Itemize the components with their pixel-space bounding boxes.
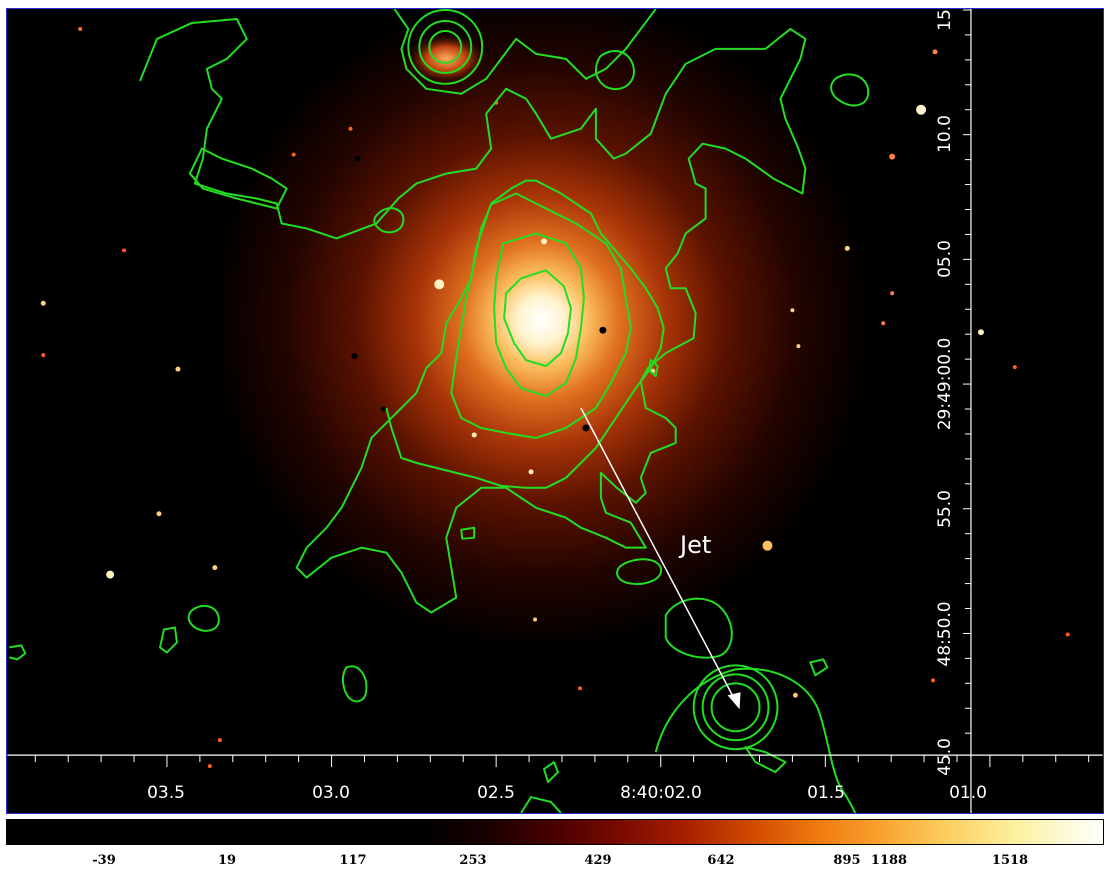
jet-label: Jet — [680, 531, 712, 559]
ra-label-5: 01.5 — [807, 783, 845, 803]
radio-contours — [9, 9, 870, 813]
coordinate-grid — [7, 9, 1103, 813]
sky-image — [7, 9, 1103, 813]
dec-label-3: 05.0 — [935, 240, 955, 278]
ra-label-3: 02.5 — [477, 783, 515, 803]
colorbar-tick-8: 1188 — [870, 853, 908, 868]
colorbar-tick-5: 429 — [584, 853, 612, 868]
colorbar — [6, 819, 1104, 845]
colorbar-tick-3: 117 — [339, 853, 367, 868]
dec-label-7: 45.0 — [935, 738, 955, 776]
sky-image-frame — [6, 8, 1104, 814]
dec-label-4: 29:49:00.0 — [935, 337, 955, 431]
colorbar-tick-6: 642 — [707, 853, 735, 868]
dec-label-2: 10.0 — [935, 115, 955, 153]
ra-label-4: 8:40:02.0 — [620, 783, 702, 803]
dec-label-1: 15 — [935, 9, 955, 31]
colorbar-tick-4: 253 — [459, 853, 487, 868]
dark-spots — [351, 155, 607, 432]
dec-label-6: 48:50.0 — [935, 601, 955, 667]
top-knot — [406, 33, 487, 84]
ra-label-6: 01.0 — [949, 783, 987, 803]
ra-label-2: 03.0 — [312, 783, 350, 803]
colorbar-tick-1: -39 — [92, 853, 116, 868]
ra-label-1: 03.5 — [147, 783, 185, 803]
colorbar-tick-7: 895 — [833, 853, 861, 868]
galaxy-glow — [211, 9, 871, 710]
colorbar-tick-9: 1518 — [991, 853, 1029, 868]
dec-label-5: 55.0 — [935, 490, 955, 528]
stars — [40, 26, 1070, 769]
colorbar-tick-2: 19 — [217, 853, 237, 868]
jet-arrow — [580, 407, 741, 710]
